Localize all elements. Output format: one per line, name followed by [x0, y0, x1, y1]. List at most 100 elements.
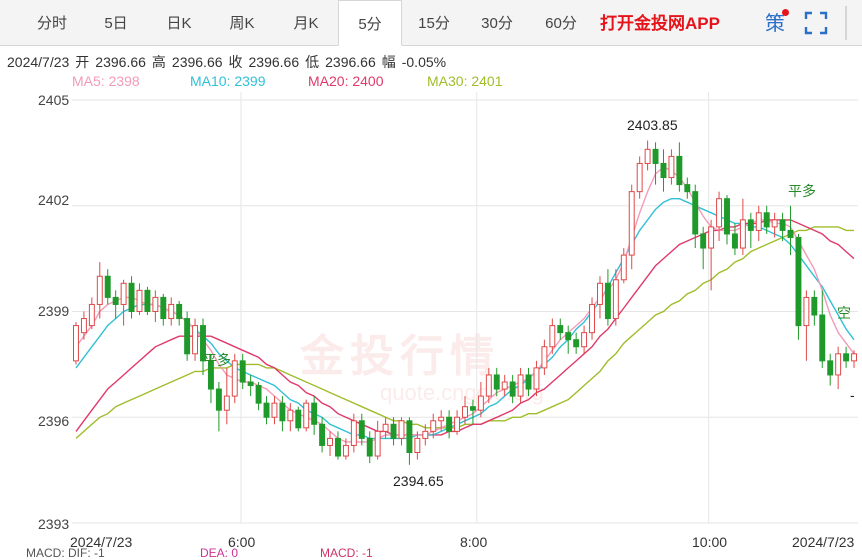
- candle-body: [231, 360, 238, 397]
- change-label: 幅: [381, 54, 396, 70]
- x-tick-label: 10:00: [692, 534, 728, 550]
- candle-body: [724, 198, 730, 235]
- y-tick-label: 2405: [38, 92, 70, 108]
- macd-dea-label: DEA: 0: [200, 546, 239, 560]
- tab-intraday[interactable]: 分时: [36, 15, 67, 32]
- tab-5min[interactable]: 5分: [338, 0, 402, 46]
- candle-body: [144, 289, 151, 313]
- ma5-legend: MA5: 2398: [72, 73, 140, 89]
- candle-body: [660, 162, 667, 179]
- candle-body: [358, 420, 365, 439]
- candle-body: [604, 282, 611, 320]
- high-label: 高: [151, 54, 166, 70]
- candle-body: [716, 198, 723, 228]
- candle-body: [787, 229, 794, 238]
- candle-body: [350, 420, 357, 446]
- candle-body: [446, 416, 453, 432]
- candle-body: [271, 402, 278, 418]
- tab-60min[interactable]: 60分: [545, 15, 577, 32]
- y-tick-label: 2393: [38, 516, 70, 532]
- close-value: 2396.66: [248, 54, 300, 70]
- candle-body: [287, 409, 294, 422]
- candle-body: [620, 254, 627, 281]
- candle-body: [549, 325, 556, 348]
- y-tick-label: 2402: [38, 192, 70, 208]
- candle-body: [731, 233, 738, 249]
- candle-body: [374, 430, 381, 457]
- candle-body: [390, 423, 397, 439]
- candle-body: [835, 353, 842, 376]
- candle-body: [485, 374, 492, 397]
- candle-body: [279, 402, 286, 422]
- tab-15min[interactable]: 15分: [418, 15, 450, 32]
- signal-close-long: 平多: [203, 352, 231, 368]
- x-tick-label: 2024/7/23: [792, 534, 855, 550]
- candle-body: [477, 395, 484, 411]
- candle-body: [120, 282, 127, 305]
- candle-body: [422, 430, 429, 439]
- candle-body: [104, 275, 111, 298]
- notification-dot-icon: [782, 9, 789, 16]
- candle-body: [430, 420, 437, 432]
- candle-body: [303, 402, 310, 429]
- macd-value-label: MACD: -1: [320, 546, 373, 560]
- low-price-annotation: 2394.65: [393, 473, 444, 489]
- tab-5day[interactable]: 5日: [104, 15, 128, 32]
- tab-daily-k[interactable]: 日K: [166, 15, 192, 32]
- candle-body: [184, 318, 191, 355]
- candle-body: [763, 212, 770, 228]
- x-tick-label: 8:00: [460, 534, 488, 550]
- candle-body: [160, 296, 167, 320]
- x-tick-label: 2024/7/23: [70, 534, 133, 550]
- candle-body: [398, 420, 405, 439]
- ma30-legend: MA30: 2401: [427, 73, 503, 89]
- candle-body: [223, 395, 230, 411]
- candle-body: [80, 318, 87, 334]
- candle-body: [319, 423, 326, 446]
- tab-30min[interactable]: 30分: [481, 15, 513, 32]
- candle-body: [525, 374, 532, 390]
- candle-body: [255, 385, 262, 404]
- candle-body: [747, 219, 754, 231]
- quote-info-line: 2024/7/23 开 2396.66 高 2396.66 收 2396.66 低 2396.6…: [7, 52, 452, 72]
- fullscreen-icon[interactable]: [803, 10, 829, 36]
- candle-body: [827, 360, 834, 376]
- candle-body: [581, 332, 588, 348]
- candle-body: [636, 162, 643, 193]
- signal-close-long: 平多: [788, 183, 816, 199]
- candle-body: [700, 233, 707, 249]
- candle-body: [573, 339, 580, 348]
- candle-body: [676, 155, 683, 186]
- candle-body: [168, 303, 175, 320]
- candle-body: [128, 282, 135, 312]
- candle-body: [843, 353, 850, 362]
- candle-body: [200, 325, 206, 362]
- candle-body: [88, 303, 95, 327]
- candle-body: [851, 353, 857, 362]
- candle-body: [811, 296, 818, 316]
- high-price-annotation: 2403.85: [627, 117, 678, 133]
- candle-body: [366, 437, 373, 457]
- open-app-link[interactable]: 打开金投网APP: [600, 14, 720, 33]
- candle-body: [462, 406, 468, 418]
- change-value: -0.05%: [401, 54, 447, 70]
- last-value-marker: -: [850, 387, 855, 403]
- candle-body: [152, 296, 159, 312]
- candle-body: [779, 219, 786, 231]
- strategy-icon[interactable]: 策: [762, 9, 789, 36]
- candle-body: [382, 423, 389, 432]
- candle-body: [501, 381, 508, 390]
- ma20-legend: MA20: 2400: [308, 73, 384, 89]
- candle-body: [803, 296, 810, 327]
- candle-body: [644, 148, 651, 164]
- candle-body: [311, 402, 318, 425]
- tab-monthly-k[interactable]: 月K: [293, 15, 319, 32]
- candle-body: [708, 226, 715, 249]
- tab-weekly-k[interactable]: 周K: [229, 15, 255, 32]
- watermark-brand: 金投行情: [300, 332, 500, 381]
- candle-body: [342, 444, 349, 457]
- candle-body: [668, 155, 675, 179]
- candle-body: [438, 416, 445, 422]
- y-tick-label: 2396: [38, 413, 70, 429]
